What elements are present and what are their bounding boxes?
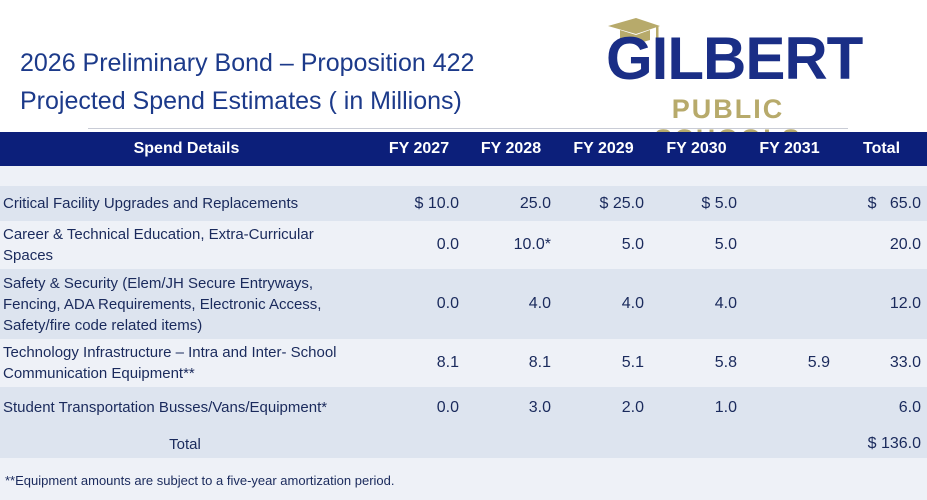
cell-fy-2030: 1.0 xyxy=(650,387,743,428)
title-divider xyxy=(88,128,848,129)
cell-fy-2028: 25.0 xyxy=(465,186,557,221)
cell-total: 6.0 xyxy=(836,387,927,428)
header-spend-details: Spend Details xyxy=(0,132,373,166)
cell-total: 12.0 xyxy=(836,269,927,339)
logo-wordmark: GILBERT xyxy=(606,25,863,92)
cell-total: 33.0 xyxy=(836,339,927,387)
cell-fy-2030: 5.0 xyxy=(650,221,743,269)
cell-fy-2029: 5.0 xyxy=(557,221,650,269)
table-row: Safety & Security (Elem/JH Secure Entryw… xyxy=(0,269,927,339)
cell-total: 20.0 xyxy=(836,221,927,269)
cell-fy-2031 xyxy=(743,269,836,339)
cell-fy-2029: 2.0 xyxy=(557,387,650,428)
graduation-cap-icon xyxy=(608,18,660,44)
cell-fy-2028: 3.0 xyxy=(465,387,557,428)
page-title: 2026 Preliminary Bond – Proposition 422 xyxy=(20,49,475,77)
row-description: Career & Technical Education, Extra-Curr… xyxy=(0,221,373,269)
cell-fy-2030: $ 5.0 xyxy=(650,186,743,221)
footnote-text: **Equipment amounts are subject to a fiv… xyxy=(5,473,395,488)
header-fy-2031: FY 2031 xyxy=(743,132,836,166)
cell-fy-2027: 8.1 xyxy=(373,339,465,387)
cell-fy-2031 xyxy=(743,221,836,269)
footnote: **Equipment amounts are subject to a fiv… xyxy=(0,458,927,500)
gilbert-public-schools-logo: GILBERT PUBLIC SCHOOLS xyxy=(606,14,863,154)
row-description: Student Transportation Busses/Vans/Equip… xyxy=(0,387,373,428)
row-description: Technology Infrastructure – Intra and In… xyxy=(0,339,373,387)
total-label: Total xyxy=(0,428,373,460)
cell-fy-2031 xyxy=(743,387,836,428)
cell-fy-2030: 4.0 xyxy=(650,269,743,339)
cell-fy-2031: 5.9 xyxy=(743,339,836,387)
table-header-row: Spend Details FY 2027 FY 2028 FY 2029 FY… xyxy=(0,132,927,166)
table-row: Student Transportation Busses/Vans/Equip… xyxy=(0,387,927,428)
header-fy-2027: FY 2027 xyxy=(373,132,465,166)
cell-fy-2030: 5.8 xyxy=(650,339,743,387)
header-total: Total xyxy=(836,132,927,166)
page-subtitle: Projected Spend Estimates ( in Millions) xyxy=(20,87,462,115)
header-fy-2028: FY 2028 xyxy=(465,132,557,166)
cell-fy-2031 xyxy=(743,186,836,221)
cell-fy-2027: $ 10.0 xyxy=(373,186,465,221)
table-row: Career & Technical Education, Extra-Curr… xyxy=(0,221,927,269)
row-description: Critical Facility Upgrades and Replaceme… xyxy=(0,186,373,221)
cell-fy-2028: 10.0* xyxy=(465,221,557,269)
cell-total: $ 65.0 xyxy=(836,186,927,221)
title-block: 2026 Preliminary Bond – Proposition 422 … xyxy=(20,44,474,120)
table-row: Technology Infrastructure – Intra and In… xyxy=(0,339,927,387)
cell-fy-2029: 4.0 xyxy=(557,269,650,339)
spend-table: Spend Details FY 2027 FY 2028 FY 2029 FY… xyxy=(0,132,927,460)
row-description: Safety & Security (Elem/JH Secure Entryw… xyxy=(0,269,373,339)
cell-fy-2028: 4.0 xyxy=(465,269,557,339)
cell-fy-2027: 0.0 xyxy=(373,221,465,269)
grand-total-value: $ 136.0 xyxy=(836,428,927,460)
cell-fy-2029: $ 25.0 xyxy=(557,186,650,221)
cell-fy-2027: 0.0 xyxy=(373,387,465,428)
table-row: Critical Facility Upgrades and Replaceme… xyxy=(0,186,927,221)
cell-fy-2027: 0.0 xyxy=(373,269,465,339)
table-spacer-row xyxy=(0,166,927,186)
header-fy-2030: FY 2030 xyxy=(650,132,743,166)
table-total-row: Total $ 136.0 xyxy=(0,428,927,460)
cell-fy-2028: 8.1 xyxy=(465,339,557,387)
cell-fy-2029: 5.1 xyxy=(557,339,650,387)
header-fy-2029: FY 2029 xyxy=(557,132,650,166)
